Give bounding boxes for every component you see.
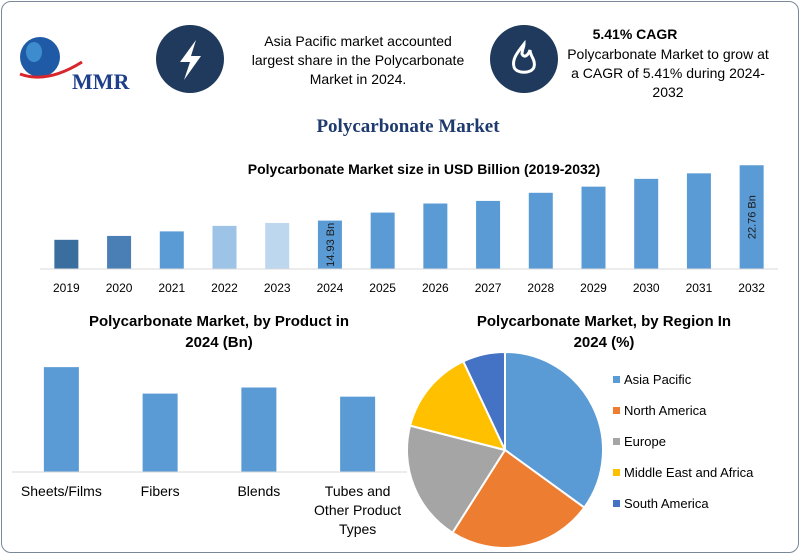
region-pie-slice [406,424,507,535]
market-size-tick-label: 2024 [317,281,344,295]
market-size-bar-2022 [212,225,237,269]
header-right-line-2: a CAGR of 5.41% during 2024- [571,65,765,81]
market-size-tick-label: 2028 [527,281,554,295]
product-bar [142,393,178,472]
flame-icon [512,39,536,74]
market-size-tick-label: 2031 [686,281,713,295]
product-bar [241,387,277,472]
product-bar [340,396,376,472]
product-chart-title-line-1: Polycarbonate Market, by Product in [89,313,349,330]
market-size-tick-label: 2025 [369,281,396,295]
market-size-bar-2031 [686,173,711,269]
legend-label: North America [624,403,707,418]
header-left-line-2: largest share in the Polycarbonate [252,52,465,68]
product-tick-label: Types [339,521,376,537]
header-right-badge [490,25,558,93]
region-pie-slice [461,350,506,451]
market-size-bar-2024 [317,220,342,269]
market-size-tick-label: 2019 [53,281,80,295]
header-left-line-1: Asia Pacific market accounted [264,33,452,49]
legend-swatch [613,469,620,476]
region-pie-slice [504,350,604,510]
market-size-tick-label: 2023 [264,281,291,295]
legend-swatch [613,407,620,414]
market-size-data-label: 14.93 Bn [325,223,337,267]
market-size-bar-2032 [739,165,764,269]
market-size-bar-2025 [370,212,395,269]
market-size-tick-label: 2030 [633,281,660,295]
legend-label: South America [624,496,709,511]
product-tick-label: Tubes and [325,483,391,499]
cagr-title: 5.41% CAGR [593,26,678,42]
header-right-line-1: Polycarbonate Market to grow at [567,46,769,62]
market-size-tick-label: 2032 [738,281,765,295]
market-size-bar-2027 [476,200,501,269]
market-size-data-label: 22.76 Bn [747,195,759,239]
region-chart-title-line-2: 2024 (%) [574,334,635,351]
product-tick-label: Other Product [314,502,401,518]
region-pie-slice [408,359,507,452]
market-size-tick-label: 2026 [422,281,449,295]
market-size-bar-2021 [159,231,184,269]
market-size-bar-2030 [634,178,659,269]
product-bar-chart: Sheets/Films Fibers Blends Tubes and Other P… [21,367,401,537]
market-size-tick-label: 2020 [106,281,133,295]
region-legend: Asia Pacific North America Europe Middle Ea… [613,372,754,511]
header-left-text: Asia Pacific market accounted largest sh… [252,33,465,87]
product-chart-title-line-2: 2024 (Bn) [185,334,253,351]
lightning-bolt-icon [180,40,201,80]
header-right-text: 5.41% CAGR Polycarbonate Market to grow … [567,26,769,100]
market-size-bar-2026 [423,203,448,269]
region-pie-slice [451,448,586,549]
globe-highlight [26,42,42,62]
product-tick-label: Blends [237,483,280,499]
legend-swatch [613,500,620,507]
legend-label: Middle East and Africa [624,465,754,480]
market-size-tick-label: 2022 [211,281,238,295]
market-size-bar-2023 [265,222,290,269]
legend-swatch [613,376,620,383]
legend-swatch [613,438,620,445]
region-pie-chart [406,350,604,549]
market-size-bar-2019 [54,239,79,269]
market-size-bar-chart: 2019 2020 2021 2022 2023 2024 14.93 Bn 2025 2026… [53,165,765,295]
market-size-tick-label: 2027 [475,281,502,295]
region-chart-title-line-1: Polycarbonate Market, by Region In [477,313,731,330]
header-right-line-3: 2032 [652,84,683,100]
product-tick-label: Fibers [141,483,180,499]
market-size-bar-2029 [581,186,606,269]
market-size-tick-label: 2021 [158,281,185,295]
mmr-logo: MMR [19,37,131,94]
page-title: Polycarbonate Market [316,116,500,137]
market-size-bar-2028 [528,192,553,269]
market-size-bar-2020 [107,235,132,269]
legend-label: Europe [624,434,666,449]
logo-swoosh [19,60,83,79]
legend-label: Asia Pacific [624,372,692,387]
market-size-chart-title: Polycarbonate Market size in USD Billion… [248,161,600,177]
market-size-tick-label: 2029 [580,281,607,295]
product-tick-label: Sheets/Films [21,483,102,499]
logo-text: MMR [72,69,131,94]
product-bar [43,367,79,472]
header-left-line-3: Market in 2024. [310,71,407,87]
